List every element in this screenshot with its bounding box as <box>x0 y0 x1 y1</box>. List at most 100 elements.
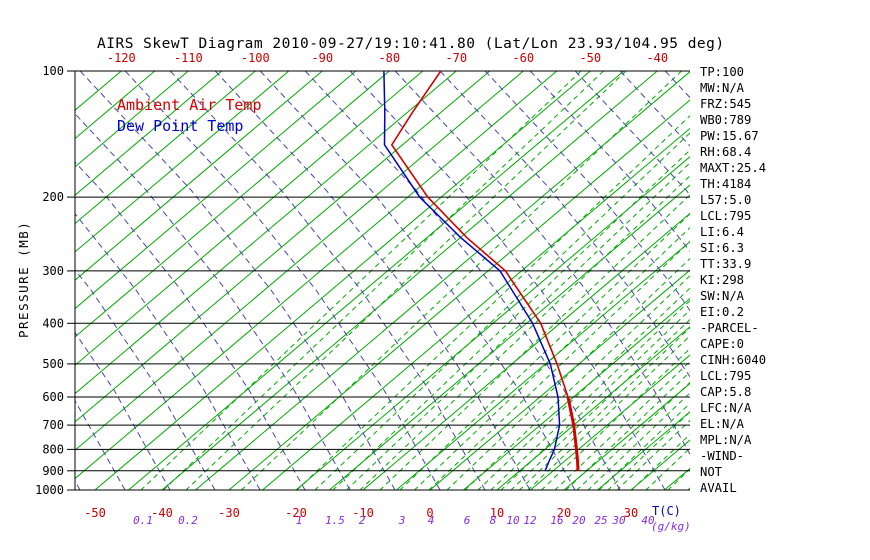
mixing-ratio-line <box>510 318 690 490</box>
stats-line: NOT <box>700 465 723 479</box>
mixing-ratio-line <box>541 347 690 490</box>
mixing-ratio-line <box>379 194 690 490</box>
mixing-ratio-line <box>554 360 690 490</box>
mixing-ratio-line <box>607 411 690 490</box>
mixing-ratio-line <box>428 240 690 490</box>
isotherm-line <box>496 326 690 490</box>
mixing-ratio-line <box>576 381 690 490</box>
isotherm-line <box>75 71 357 310</box>
legend-dew-point-label: Dew Point Temp <box>117 117 243 135</box>
dry-adiabat-line <box>484 71 690 312</box>
mixing-ratio-line <box>565 371 690 490</box>
mixing-ratio-tick-label: 4 <box>428 514 435 527</box>
pressure-tick-label: 200 <box>42 190 64 204</box>
stats-line: MW:N/A <box>700 81 745 95</box>
top-temp-tick-label: -60 <box>512 51 534 65</box>
chart-title: AIRS SkewT Diagram 2010-09-27/19:10:41.8… <box>97 36 725 52</box>
stats-line: AVAIL <box>700 481 737 495</box>
bottom-temp-tick-label: -10 <box>352 506 374 520</box>
isotherm-line <box>161 71 658 490</box>
pressure-axis-label: PRESSURE (MB) <box>16 221 31 338</box>
stats-line: -WIND- <box>700 449 744 463</box>
isotherm-line <box>75 71 424 366</box>
dry-adiabat-line <box>79 71 396 490</box>
isotherm-line <box>75 71 323 281</box>
temp-unit-label: T(C) <box>652 504 681 518</box>
dry-adiabat-line <box>259 71 576 490</box>
dew-point-curve <box>383 71 561 472</box>
isotherm-line <box>664 467 690 490</box>
top-temp-tick-label: -90 <box>311 51 333 65</box>
top-temp-tick-label: -120 <box>107 51 136 65</box>
mixing-ratio-line <box>185 71 627 490</box>
isotherm-line <box>75 71 256 225</box>
stats-line: -PARCEL- <box>700 321 759 335</box>
isotherm-line <box>75 71 491 423</box>
dry-adiabat-line <box>124 71 441 490</box>
stats-line: CAPE:0 <box>700 337 744 351</box>
legend-ambient-temp-label: Ambient Air Temp <box>117 96 262 114</box>
mixing-ratio-tick-label: 25 <box>594 514 607 527</box>
mixing-ratio-tick-label: 3 <box>398 514 406 527</box>
stats-line: MAXT:25.4 <box>700 161 766 175</box>
mixing-ratio-line <box>667 468 690 490</box>
dry-adiabat-line <box>664 71 690 99</box>
stats-line: TH:4184 <box>700 177 751 191</box>
bottom-temp-tick-label: 20 <box>557 506 571 520</box>
isotherm-line <box>530 354 690 490</box>
mixing-ratio-line <box>332 149 690 490</box>
dry-adiabat-line <box>75 113 351 490</box>
bottom-temp-tick-label: -20 <box>285 506 307 520</box>
mixing-ratio-line <box>346 162 690 490</box>
isotherm-line <box>228 99 690 490</box>
mixing-ratio-tick-label: 30 <box>611 514 626 527</box>
mixing-ratio-line <box>490 299 690 490</box>
isotherm-line <box>75 71 524 451</box>
mixing-ratio-tick-label: 1 <box>296 514 303 527</box>
isotherm-line <box>75 71 558 480</box>
dry-adiabat-line <box>75 480 81 490</box>
top-temp-tick-label: -50 <box>579 51 601 65</box>
isotherm-line <box>295 156 690 490</box>
stats-line: LFC:N/A <box>700 401 752 415</box>
mixing-ratio-tick-label: 2 <box>359 514 366 527</box>
pressure-tick-label: 500 <box>42 357 64 371</box>
mixing-ratio-tick-label: 12 <box>523 514 537 527</box>
mixing-ratio-tick-label: 1.5 <box>325 514 345 527</box>
isotherm-line <box>75 71 223 196</box>
ambient-temp-curve-bold-segment <box>566 396 580 471</box>
dry-adiabat-line <box>75 269 216 490</box>
mixing-ratio-line <box>399 213 690 490</box>
mixing-ratio-line <box>241 71 682 490</box>
dry-adiabat-line <box>169 71 486 490</box>
mixing-ratio-tick-label: 0.1 <box>133 514 153 527</box>
isotherm-line <box>463 297 690 490</box>
stats-line: LCL:795 <box>700 369 751 383</box>
bottom-temp-tick-label: -40 <box>151 506 173 520</box>
mixing-ratio-line <box>598 402 690 490</box>
stats-line: PW:15.67 <box>700 129 759 143</box>
mixing-ratio-line <box>163 71 604 490</box>
pressure-lines <box>67 70 690 491</box>
pressure-tick-label: 800 <box>42 442 64 456</box>
top-temp-tick-label: -80 <box>378 51 400 65</box>
bottom-temp-tick-label: 0 <box>426 506 433 520</box>
stats-line: TP:100 <box>700 65 744 79</box>
pressure-tick-label: 1000 <box>35 483 64 497</box>
top-temp-tick-label: -110 <box>174 51 203 65</box>
grid-lines <box>75 71 690 490</box>
mixing-ratio-line <box>140 71 582 490</box>
mixing-ratio-line <box>477 287 690 490</box>
stats-line: CAP:5.8 <box>700 385 751 399</box>
stats-panel: TP:100 MW:N/A FRZ:545 WB0:789 PW:15.67 RH:68.… <box>700 65 766 495</box>
dry-adiabat-line <box>75 212 261 490</box>
stats-line: WB0:789 <box>700 113 751 127</box>
isotherm-line <box>75 71 290 253</box>
mixing-ratio-line <box>446 257 690 490</box>
bottom-temp-tick-label: -50 <box>84 506 106 520</box>
stats-line: MPL:N/A <box>700 433 752 447</box>
dry-adiabat-line <box>304 71 621 490</box>
sounding-curves <box>383 71 580 472</box>
top-temp-tick-label: -70 <box>445 51 467 65</box>
